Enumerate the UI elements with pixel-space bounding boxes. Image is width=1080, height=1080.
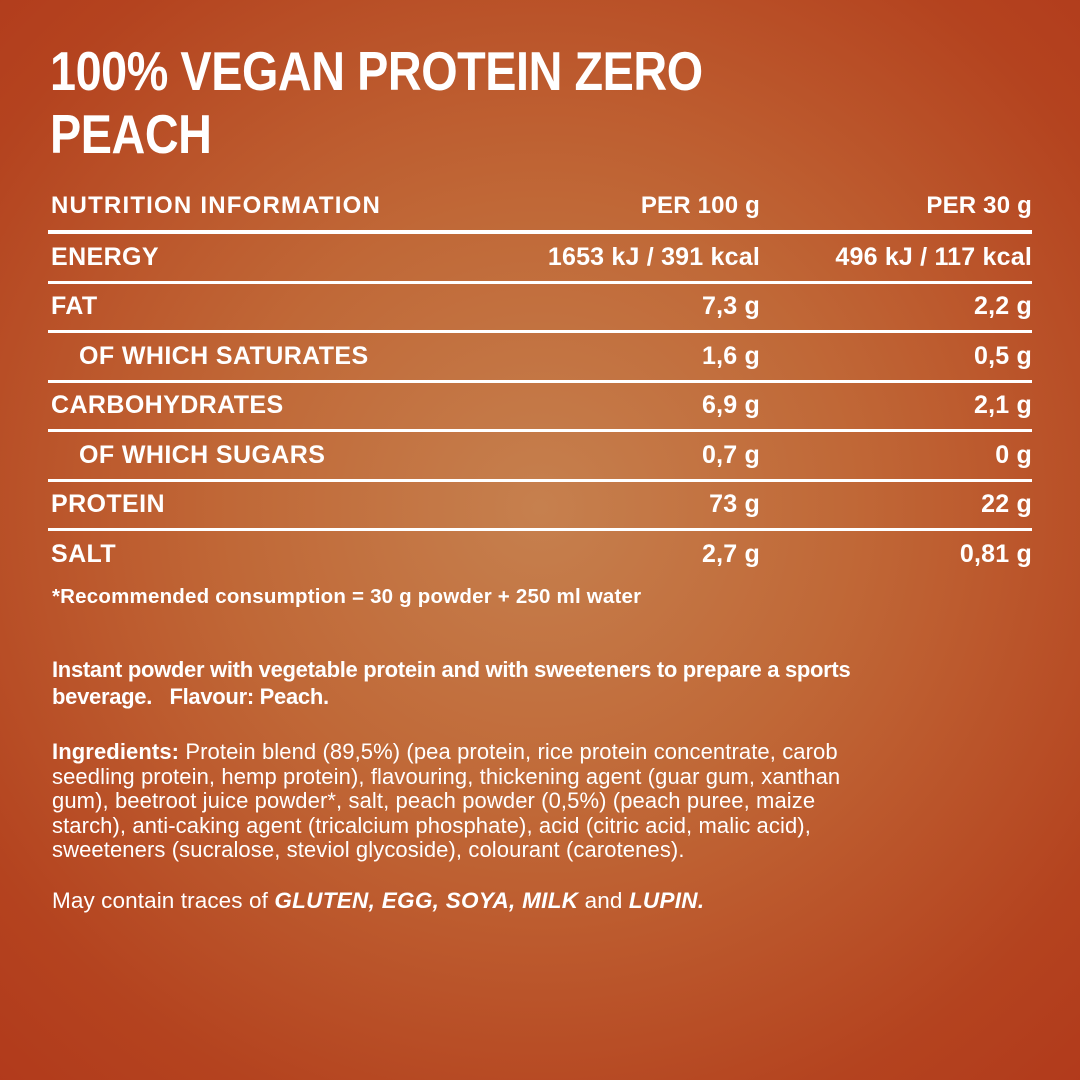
consumption-footnote: *Recommended consumption = 30 g powder +… xyxy=(52,585,642,608)
row-label: PROTEIN xyxy=(51,490,165,519)
allergen-items: GLUTEN, EGG, SOYA, MILK xyxy=(274,888,579,913)
table-row-fat: FAT 7,3 g 2,2 g xyxy=(48,284,1032,333)
nutrition-table: NUTRITION INFORMATION PER 100 g PER 30 g… xyxy=(48,182,1032,578)
product-description: Instant powder with vegetable protein an… xyxy=(52,657,851,709)
table-row-sugars: OF WHICH SUGARS 0,7 g 0 g xyxy=(48,432,1032,482)
row-label: OF WHICH SUGARS xyxy=(79,440,326,469)
table-header-row: NUTRITION INFORMATION PER 100 g PER 30 g xyxy=(48,182,1032,234)
value-per-100g: 1,6 g xyxy=(702,341,760,370)
allergen-prefix: May contain traces of xyxy=(52,888,275,913)
value-per-100g: 73 g xyxy=(709,490,760,519)
col-header-per-30g: PER 30 g xyxy=(926,192,1032,219)
value-per-30g: 496 kJ / 117 kcal xyxy=(835,242,1032,271)
table-row-salt: SALT 2,7 g 0,81 g xyxy=(48,531,1032,578)
allergen-conjunction: and xyxy=(578,888,629,913)
ingredients-paragraph: Ingredients: Protein blend (89,5%) (pea … xyxy=(52,739,1067,863)
table-row-carbohydrates: CARBOHYDRATES 6,9 g 2,1 g xyxy=(48,383,1032,432)
value-per-30g: 0,81 g xyxy=(959,539,1032,568)
value-per-30g: 22 g xyxy=(981,490,1032,519)
value-per-100g: 1653 kJ / 391 kcal xyxy=(547,242,760,271)
value-per-100g: 6,9 g xyxy=(702,391,760,420)
row-label: OF WHICH SATURATES xyxy=(79,341,369,370)
ingredients-text: Protein blend (89,5%) (pea protein, rice… xyxy=(52,739,841,863)
row-label: SALT xyxy=(51,539,117,568)
allergen-last-item: LUPIN. xyxy=(628,888,705,913)
value-per-30g: 2,2 g xyxy=(974,292,1032,321)
product-title: 100% VEGAN PROTEIN ZERO PEACH xyxy=(50,40,703,165)
table-row-energy: ENERGY 1653 kJ / 391 kcal 496 kJ / 117 k… xyxy=(48,234,1032,284)
value-per-30g: 2,1 g xyxy=(974,391,1032,420)
ingredients-label: Ingredients: xyxy=(52,739,180,764)
row-label: FAT xyxy=(51,292,98,321)
table-row-saturates: OF WHICH SATURATES 1,6 g 0,5 g xyxy=(48,333,1032,383)
value-per-30g: 0 g xyxy=(995,440,1032,469)
table-row-protein: PROTEIN 73 g 22 g xyxy=(48,482,1032,531)
row-label: ENERGY xyxy=(51,242,159,271)
value-per-100g: 2,7 g xyxy=(702,539,760,568)
value-per-100g: 0,7 g xyxy=(702,440,760,469)
allergen-statement: May contain traces of GLUTEN, EGG, SOYA,… xyxy=(52,888,1067,914)
value-per-100g: 7,3 g xyxy=(702,292,760,321)
col-header-per-100g: PER 100 g xyxy=(640,192,760,219)
row-label: CARBOHYDRATES xyxy=(51,391,284,420)
value-per-30g: 0,5 g xyxy=(974,341,1032,370)
table-title: NUTRITION INFORMATION xyxy=(51,192,382,219)
